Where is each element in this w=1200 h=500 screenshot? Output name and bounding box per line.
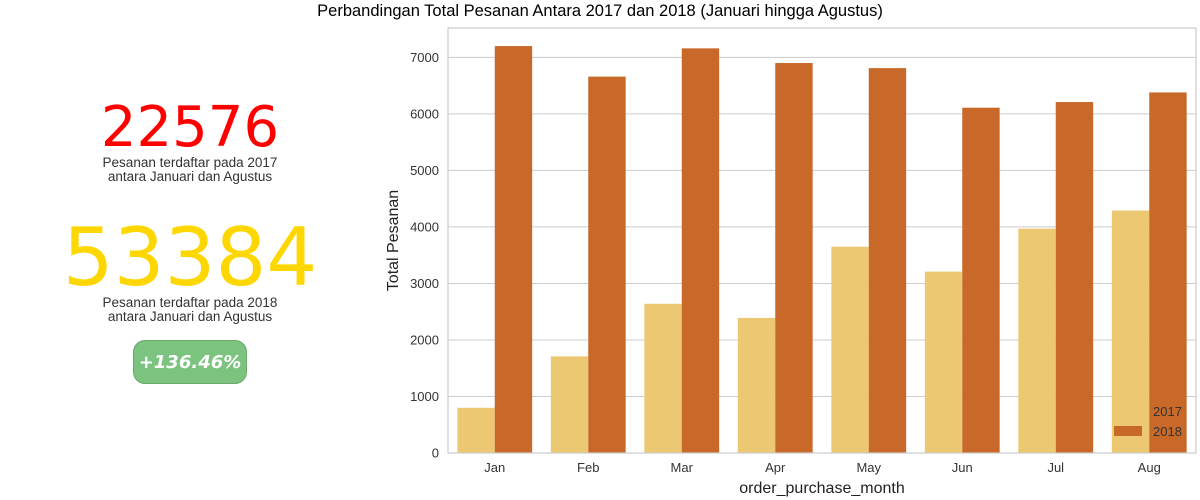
legend-swatch-2017 — [1114, 406, 1142, 416]
bar-2017-jul — [1018, 228, 1056, 453]
x-axis-label: order_purchase_month — [739, 480, 904, 497]
orders-2017-caption-line2: antara Januari dan Agustus — [107, 169, 273, 184]
orders-2017-caption: Pesanan terdaftar pada 2017 antara Janua… — [0, 156, 380, 184]
y-tick-label: 6000 — [410, 106, 439, 121]
y-tick-label: 3000 — [410, 276, 439, 291]
bar-2018-jun — [962, 107, 1000, 453]
y-tick-label: 4000 — [410, 219, 439, 234]
bar-2017-apr — [737, 317, 776, 453]
orders-2017-count: 22576 — [100, 95, 280, 160]
bar-2017-aug — [1111, 210, 1150, 453]
bar-2018-may — [868, 68, 907, 453]
y-tick-label: 2000 — [410, 332, 439, 347]
bar-2018-feb — [588, 76, 626, 453]
y-tick-label: 5000 — [410, 163, 439, 178]
kpi-panel: 22576 Pesanan terdaftar pada 2017 antara… — [0, 0, 380, 500]
legend-label-2018: 2018 — [1153, 424, 1182, 439]
orders-2018-caption: Pesanan terdaftar pada 2018 antara Janua… — [0, 296, 380, 324]
bar-2017-jun — [924, 271, 963, 453]
growth-badge: +136.46% — [133, 340, 247, 384]
bar-2017-jan — [457, 407, 495, 453]
x-tick-label: Jul — [1047, 460, 1064, 475]
y-tick-label: 0 — [432, 446, 439, 461]
y-axis-label: Total Pesanan — [385, 190, 402, 291]
chart-title: Perbandingan Total Pesanan Antara 2017 d… — [317, 2, 883, 20]
bar-2018-jul — [1055, 102, 1094, 454]
x-tick-label: Feb — [577, 460, 599, 475]
y-tick-label: 1000 — [410, 389, 439, 404]
orders-2017-caption-line1: Pesanan terdaftar pada 2017 — [102, 155, 278, 170]
legend-label-2017: 2017 — [1153, 404, 1182, 419]
x-tick-label: Jun — [952, 460, 973, 475]
x-tick-label: Jan — [484, 460, 505, 475]
bar-2017-mar — [644, 303, 682, 453]
bar-2018-apr — [775, 63, 813, 454]
bar-2018-aug — [1149, 92, 1187, 453]
bar-2017-feb — [550, 356, 589, 453]
x-tick-label: Apr — [765, 460, 786, 475]
bar-2017-may — [831, 246, 869, 453]
bar-2018-jan — [494, 46, 533, 453]
orders-2018-caption-line1: Pesanan terdaftar pada 2018 — [102, 295, 278, 310]
orders-2018-count: 53384 — [62, 211, 318, 304]
plot-frame — [447, 27, 1197, 454]
orders-2018-caption-line2: antara Januari dan Agustus — [107, 309, 273, 324]
x-tick-label: Mar — [671, 460, 694, 475]
bar-2018-mar — [681, 48, 720, 454]
y-tick-label: 7000 — [410, 50, 439, 65]
x-tick-label: May — [856, 460, 881, 475]
x-tick-label: Aug — [1138, 460, 1161, 475]
legend-swatch-2018 — [1114, 426, 1142, 436]
